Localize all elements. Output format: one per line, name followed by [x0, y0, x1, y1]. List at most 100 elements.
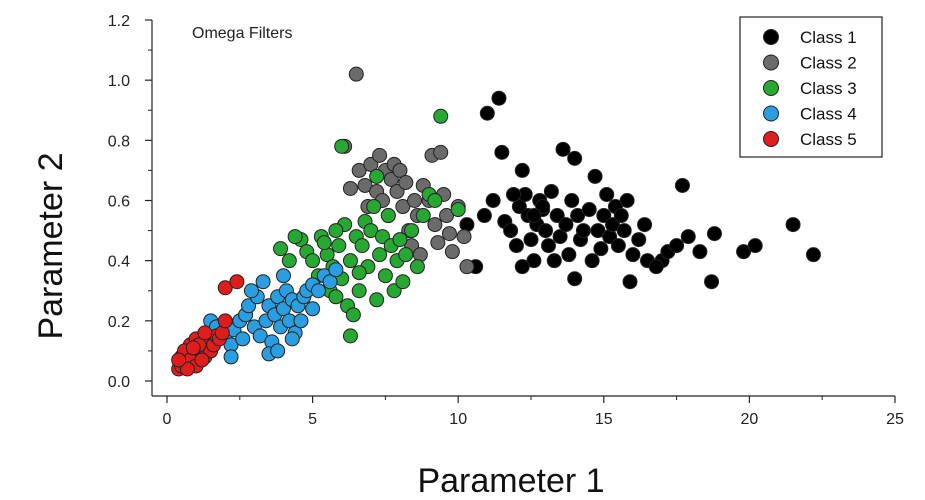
point-class-5: [229, 274, 245, 290]
point-class-2: [351, 162, 367, 178]
point-class-1: [567, 150, 583, 166]
legend-label: Class 3: [800, 79, 857, 98]
axes: 0 5 10 15 20 25 0.0 0.2 0.4 0.6 0.8 1.0 1.2: [108, 13, 904, 428]
point-class-3: [374, 229, 390, 245]
point-class-3: [392, 232, 408, 248]
data-points: [171, 66, 821, 377]
point-class-4: [252, 328, 268, 344]
point-class-3: [316, 235, 332, 251]
point-class-1: [669, 238, 685, 254]
point-class-2: [395, 199, 411, 215]
legend: Class 1 Class 2 Class 3 Class 4 Class 5: [739, 16, 883, 158]
point-class-1: [785, 217, 801, 233]
point-class-1: [680, 229, 696, 245]
point-class-1: [581, 202, 597, 218]
point-class-4: [322, 274, 338, 290]
point-class-3: [328, 289, 344, 305]
point-class-1: [599, 186, 615, 202]
point-class-3: [331, 238, 347, 254]
point-class-1: [631, 232, 647, 248]
point-class-3: [351, 265, 367, 281]
point-class-3: [334, 138, 350, 154]
point-class-1: [610, 238, 626, 254]
point-class-3: [342, 253, 358, 269]
point-class-3: [415, 208, 431, 224]
point-class-3: [305, 253, 321, 269]
point-class-4: [275, 301, 291, 317]
point-class-1: [692, 244, 708, 260]
point-class-2: [430, 235, 446, 251]
point-class-2: [456, 229, 472, 245]
point-class-2: [441, 226, 457, 242]
point-class-3: [369, 168, 385, 184]
point-class-4: [270, 343, 286, 359]
point-class-4: [328, 262, 344, 278]
point-class-5: [185, 340, 201, 356]
point-class-1: [479, 105, 495, 121]
point-class-2: [398, 174, 414, 190]
y-tick-label: 0.0: [108, 374, 130, 391]
point-class-3: [404, 223, 420, 239]
point-class-1: [596, 208, 612, 224]
point-class-3: [433, 108, 449, 124]
point-class-2: [433, 144, 449, 160]
point-class-1: [567, 271, 583, 287]
legend-label: Class 1: [800, 28, 857, 47]
legend-label: Class 4: [800, 105, 857, 124]
point-class-1: [546, 253, 562, 269]
legend-label: Class 5: [800, 130, 857, 149]
point-class-1: [619, 193, 635, 208]
point-class-1: [625, 247, 641, 263]
point-class-1: [605, 217, 621, 233]
point-class-2: [439, 208, 455, 224]
point-class-3: [386, 283, 402, 299]
point-class-1: [538, 223, 554, 239]
point-class-5: [217, 313, 233, 329]
point-class-1: [805, 247, 821, 263]
point-class-2: [372, 147, 388, 163]
point-class-3: [342, 328, 358, 344]
y-tick-label: 1.2: [108, 13, 130, 30]
point-class-4: [235, 331, 251, 347]
point-class-1: [485, 193, 501, 208]
x-tick-label: 10: [449, 411, 467, 428]
point-class-1: [590, 223, 606, 239]
point-class-1: [613, 208, 629, 224]
point-class-5: [194, 352, 210, 368]
point-class-3: [369, 292, 385, 308]
point-class-4: [284, 331, 300, 347]
x-tick-label: 20: [741, 411, 759, 428]
legend-marker: [763, 54, 779, 71]
point-class-1: [514, 259, 530, 275]
y-tick-label: 0.4: [108, 254, 130, 271]
point-class-1: [494, 144, 510, 160]
point-class-4: [243, 283, 259, 299]
point-class-3: [377, 268, 393, 284]
point-class-3: [273, 241, 289, 257]
point-class-1: [622, 274, 638, 290]
point-class-1: [503, 223, 519, 239]
legend-marker: [763, 80, 779, 96]
point-class-2: [383, 171, 399, 187]
point-class-4: [310, 283, 326, 299]
x-axis-title: Parameter 1: [417, 462, 604, 500]
point-class-1: [558, 217, 574, 233]
point-class-1: [747, 238, 763, 254]
point-class-1: [552, 229, 568, 245]
y-tick-label: 0.2: [108, 314, 130, 331]
legend-marker: [763, 29, 779, 45]
point-class-1: [704, 274, 720, 290]
point-class-4: [305, 301, 321, 317]
point-class-1: [616, 223, 632, 239]
point-class-1: [514, 162, 530, 178]
point-class-4: [293, 313, 309, 329]
point-class-3: [287, 229, 303, 245]
point-class-4: [223, 349, 239, 365]
point-class-5: [197, 325, 213, 341]
point-class-1: [575, 223, 591, 239]
point-class-1: [706, 226, 722, 242]
point-class-1: [593, 241, 609, 257]
point-class-2: [427, 217, 443, 233]
point-class-1: [637, 217, 653, 233]
